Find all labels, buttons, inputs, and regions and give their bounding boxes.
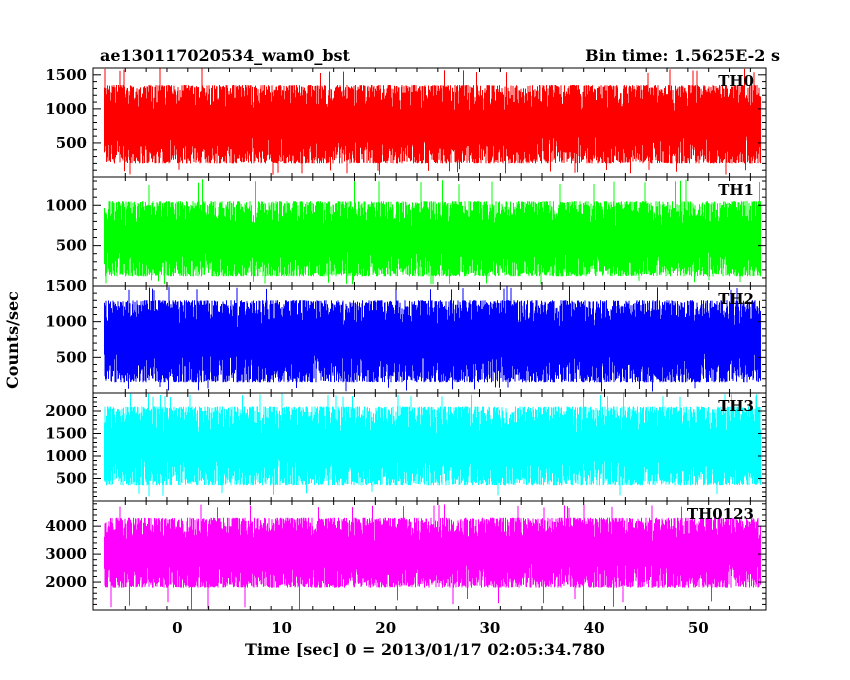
x-tick-label: 0 (172, 619, 182, 637)
y-tick-label: 2000 (45, 402, 87, 420)
x-tick-label: 20 (375, 619, 396, 637)
panel-label-th1: TH1 (718, 181, 754, 199)
y-tick-label: 3000 (45, 545, 87, 563)
x-tick-label: 40 (584, 619, 605, 637)
panel-label-th0123: TH0123 (687, 505, 754, 523)
y-tick-label: 1500 (45, 66, 87, 84)
panel-label-th0: TH0 (718, 72, 754, 90)
panel-label-th3: TH3 (718, 397, 754, 415)
bin-time-label: Bin time: 1.5625E-2 s (585, 46, 780, 65)
x-axis-label: Time [sec] 0 = 2013/01/17 02:05:34.780 (245, 640, 605, 659)
y-tick-label: 1000 (45, 447, 87, 465)
y-axis-label: Counts/sec (3, 291, 22, 389)
chart-title: ae130117020534_wam0_bst (100, 46, 351, 65)
series-th1 (104, 179, 761, 285)
y-tick-label: 500 (56, 470, 87, 488)
y-tick-label: 500 (56, 134, 87, 152)
x-tick-label: 50 (688, 619, 709, 637)
y-tick-label: 1000 (45, 313, 87, 331)
series-th0123 (104, 504, 761, 610)
series-th2 (104, 286, 761, 392)
y-tick-label: 4000 (45, 517, 87, 535)
y-tick-label: 2000 (45, 573, 87, 591)
y-tick-label: 1500 (45, 425, 87, 443)
y-tick-label: 500 (56, 348, 87, 366)
series-th3 (104, 393, 761, 497)
panel-frame-th0123 (92, 500, 767, 611)
x-tick-label: 10 (271, 619, 292, 637)
y-tick-label: 1500 (45, 277, 87, 295)
y-tick-label: 1000 (45, 100, 87, 118)
y-tick-label: 500 (56, 237, 87, 255)
x-tick-label: 30 (479, 619, 500, 637)
series-th0 (104, 68, 761, 175)
panel-label-th2: TH2 (718, 290, 754, 308)
y-tick-label: 1000 (45, 196, 87, 214)
